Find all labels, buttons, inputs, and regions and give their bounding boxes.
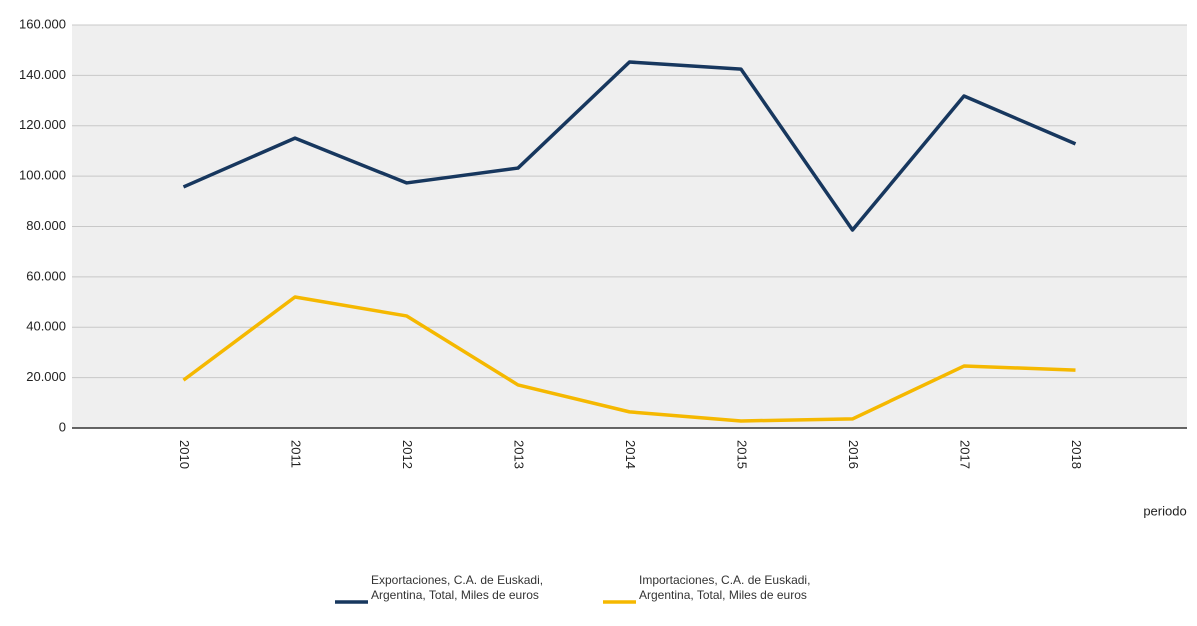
y-tick-label: 80.000 xyxy=(26,218,66,233)
x-axis-label: periodo xyxy=(1143,503,1186,518)
y-tick-label: 0 xyxy=(59,419,66,434)
y-tick-label: 140.000 xyxy=(19,67,66,82)
y-tick-label: 40.000 xyxy=(26,319,66,334)
x-tick-label: 2018 xyxy=(1069,440,1084,469)
x-tick-label: 2017 xyxy=(958,440,973,469)
x-tick-label: 2015 xyxy=(735,440,750,469)
x-tick-label: 2016 xyxy=(846,440,861,469)
series-line xyxy=(182,295,1076,423)
legend-label: Exportaciones, C.A. de Euskadi, Argentin… xyxy=(371,573,544,602)
y-tick-label: 100.000 xyxy=(19,168,66,183)
legend-label: Importaciones, C.A. de Euskadi, Argentin… xyxy=(639,573,811,602)
x-tick-label: 2011 xyxy=(289,440,304,468)
series-line xyxy=(182,60,1077,232)
x-tick-label: 2014 xyxy=(623,440,638,469)
x-tick-label: 2013 xyxy=(512,440,527,469)
x-tick-label: 2012 xyxy=(400,440,415,469)
x-tick-label: 2010 xyxy=(177,440,192,469)
y-tick-label: 60.000 xyxy=(26,268,66,283)
y-tick-label: 120.000 xyxy=(19,117,66,132)
y-tick-label: 20.000 xyxy=(26,369,66,384)
y-tick-label: 160.000 xyxy=(19,16,66,31)
